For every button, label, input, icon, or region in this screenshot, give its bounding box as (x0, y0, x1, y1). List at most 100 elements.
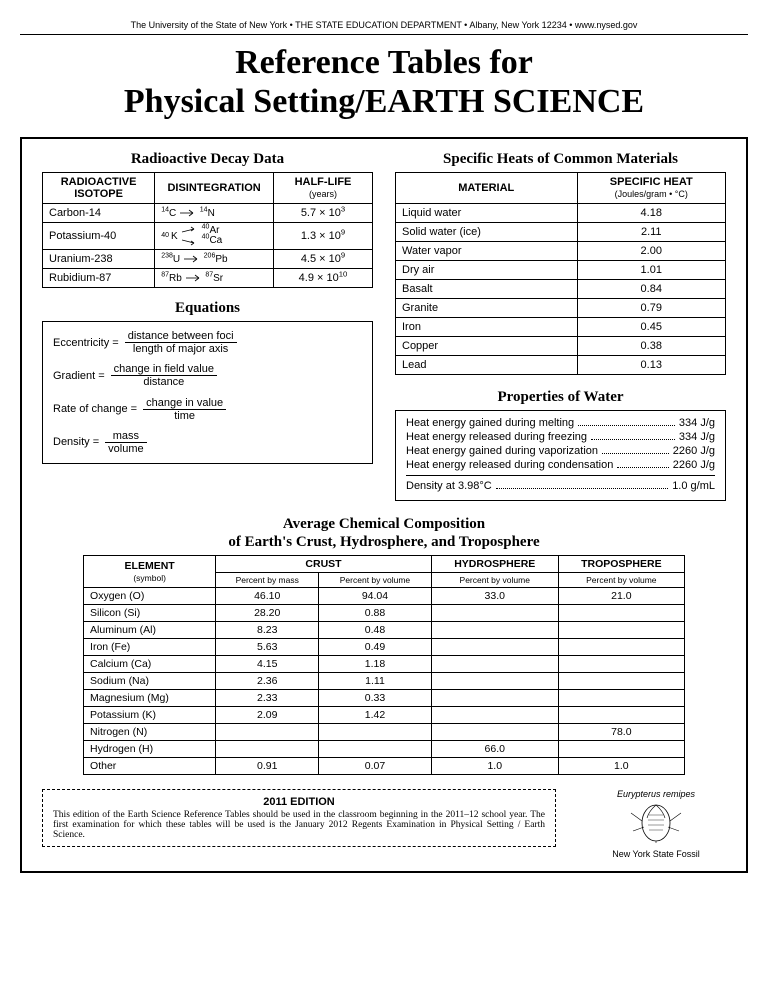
comp-element: Silicon (Si) (84, 605, 216, 622)
wp-value: 334 J/g (679, 417, 715, 429)
sh-material: Granite (396, 299, 578, 318)
comp-hydro-vol (431, 605, 558, 622)
comp-tropo-vol (558, 741, 684, 758)
sh-value: 0.13 (577, 356, 726, 375)
comp-crust-vol: 0.33 (319, 690, 432, 707)
edition-title: 2011 EDITION (53, 796, 545, 808)
comp-tropo-vol (558, 605, 684, 622)
left-column: Radioactive Decay Data RADIOACTIVE ISOTO… (42, 151, 373, 501)
waterprop-row: Heat energy released during freezing334 … (406, 431, 715, 443)
sh-material: Iron (396, 318, 578, 337)
right-column: Specific Heats of Common Materials MATER… (395, 151, 726, 501)
comp-element: Calcium (Ca) (84, 656, 216, 673)
comp-element: Sodium (Na) (84, 673, 216, 690)
decay-row: Carbon-14 14C 14N 5.7 × 103 (43, 204, 373, 223)
specheat-row: Iron0.45 (396, 318, 726, 337)
th-pvol-2: Percent by volume (460, 575, 530, 585)
comp-hydro-vol (431, 673, 558, 690)
comp-crust-mass (216, 741, 319, 758)
specheat-title: Specific Heats of Common Materials (395, 151, 726, 168)
specheat-row: Lead0.13 (396, 356, 726, 375)
specheat-row: Granite0.79 (396, 299, 726, 318)
comp-title-2: of Earth's Crust, Hydrosphere, and Tropo… (228, 534, 539, 550)
sh-material: Solid water (ice) (396, 223, 578, 242)
th-crust: CRUST (305, 558, 341, 570)
comp-row: Magnesium (Mg) 2.33 0.33 (84, 690, 685, 707)
th-disintegration: DISINTEGRATION (167, 182, 260, 194)
sh-material: Liquid water (396, 204, 578, 223)
th-specheat-sub: (Joules/gram • °C) (615, 189, 688, 199)
th-isotope: RADIOACTIVE ISOTOPE (61, 176, 137, 200)
comp-crust-vol: 0.88 (319, 605, 432, 622)
specheat-table: MATERIAL SPECIFIC HEAT(Joules/gram • °C)… (395, 172, 726, 375)
th-pvol-1: Percent by volume (340, 575, 410, 585)
equation-row: Gradient = change in field valuedistance (53, 363, 362, 388)
comp-crust-vol: 0.48 (319, 622, 432, 639)
decay-disintegration: 238U 206Pb (155, 250, 274, 269)
comp-row: Aluminum (Al) 8.23 0.48 (84, 622, 685, 639)
comp-crust-mass: 4.15 (216, 656, 319, 673)
th-hydro: HYDROSPHERE (454, 558, 535, 570)
comp-element: Magnesium (Mg) (84, 690, 216, 707)
decay-halflife: 4.5 × 109 (273, 250, 372, 269)
eq-fraction: change in valuetime (143, 397, 226, 422)
sh-value: 2.11 (577, 223, 726, 242)
comp-hydro-vol: 66.0 (431, 741, 558, 758)
wp-label: Heat energy gained during vaporization (406, 445, 598, 457)
eq-label: Rate of change = (53, 403, 137, 415)
comp-row: Nitrogen (N) 78.0 (84, 724, 685, 741)
decay-disintegration: 40K40Ar40Ca (155, 223, 274, 250)
decay-isotope: Carbon-14 (43, 204, 155, 223)
comp-element: Iron (Fe) (84, 639, 216, 656)
th-element-sub: (symbol) (133, 573, 166, 583)
eq-fraction: massvolume (105, 430, 146, 455)
decay-row: Uranium-238 238U 206Pb 4.5 × 109 (43, 250, 373, 269)
th-pmass: Percent by mass (236, 575, 299, 585)
comp-crust-mass: 2.09 (216, 707, 319, 724)
sh-value: 0.38 (577, 337, 726, 356)
sh-value: 1.01 (577, 261, 726, 280)
th-specheat: SPECIFIC HEAT (610, 176, 693, 188)
th-material: MATERIAL (458, 182, 514, 194)
comp-crust-mass: 46.10 (216, 588, 319, 605)
comp-tropo-vol: 1.0 (558, 758, 684, 775)
comp-crust-vol: 1.42 (319, 707, 432, 724)
comp-tropo-vol: 21.0 (558, 588, 684, 605)
eq-label: Density = (53, 436, 99, 448)
comp-hydro-vol: 1.0 (431, 758, 558, 775)
decay-title: Radioactive Decay Data (42, 151, 373, 168)
sh-value: 0.79 (577, 299, 726, 318)
fossil-name: Eurypterus remipes (586, 789, 726, 799)
decay-table: RADIOACTIVE ISOTOPE DISINTEGRATION HALF-… (42, 172, 373, 288)
comp-row: Oxygen (O) 46.10 94.04 33.0 21.0 (84, 588, 685, 605)
comp-row: Calcium (Ca) 4.15 1.18 (84, 656, 685, 673)
comp-hydro-vol (431, 656, 558, 673)
specheat-row: Liquid water4.18 (396, 204, 726, 223)
comp-crust-vol: 1.18 (319, 656, 432, 673)
equations-box: Eccentricity = distance between focileng… (42, 321, 373, 464)
comp-title: Average Chemical Composition of Earth's … (42, 515, 726, 551)
sh-material: Dry air (396, 261, 578, 280)
waterprop-row: Heat energy gained during vaporization22… (406, 445, 715, 457)
equation-row: Density = massvolume (53, 430, 362, 455)
comp-crust-mass: 2.33 (216, 690, 319, 707)
waterprops-box: Heat energy gained during melting334 J/g… (395, 410, 726, 501)
fossil-block: Eurypterus remipes New York State Fossil (586, 789, 726, 859)
comp-element: Oxygen (O) (84, 588, 216, 605)
comp-hydro-vol (431, 690, 558, 707)
comp-hydro-vol (431, 622, 558, 639)
comp-element: Nitrogen (N) (84, 724, 216, 741)
decay-row: Rubidium-87 87Rb 87Sr 4.9 × 1010 (43, 269, 373, 288)
comp-crust-vol (319, 741, 432, 758)
specheat-row: Basalt0.84 (396, 280, 726, 299)
equations-title: Equations (42, 300, 373, 317)
comp-hydro-vol: 33.0 (431, 588, 558, 605)
comp-tropo-vol (558, 690, 684, 707)
sh-material: Water vapor (396, 242, 578, 261)
decay-isotope: Rubidium-87 (43, 269, 155, 288)
comp-element: Aluminum (Al) (84, 622, 216, 639)
comp-element: Other (84, 758, 216, 775)
decay-halflife: 4.9 × 1010 (273, 269, 372, 288)
comp-row: Hydrogen (H) 66.0 (84, 741, 685, 758)
waterprops-title: Properties of Water (395, 389, 726, 406)
